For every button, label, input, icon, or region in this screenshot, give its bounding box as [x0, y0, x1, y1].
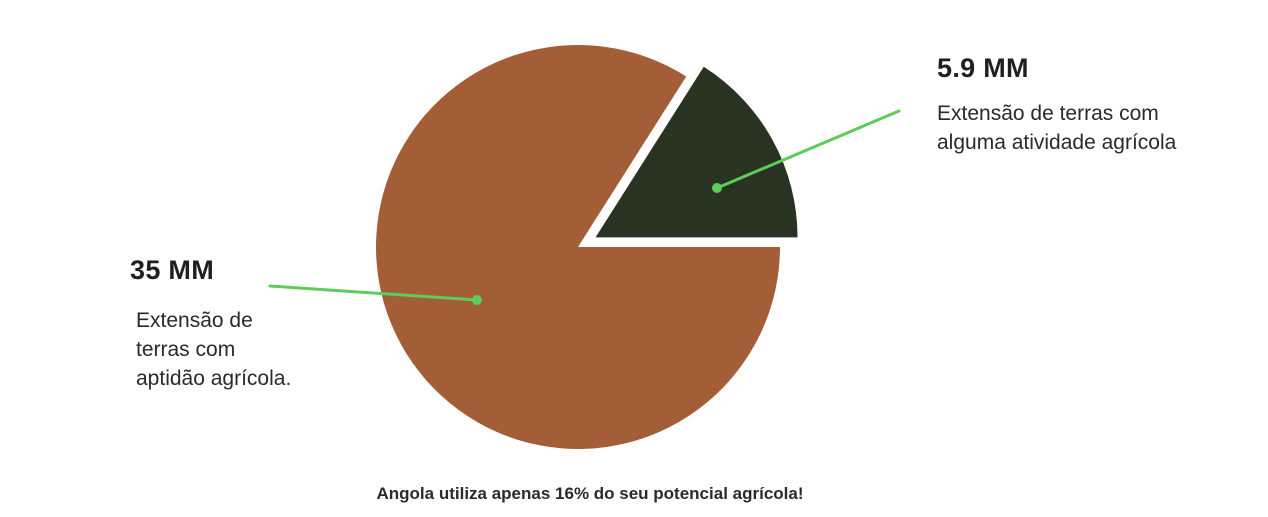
leader-line-atividade: [715, 109, 901, 190]
leader-line-aptidao: [268, 284, 479, 302]
value-label-aptidao: 35 MM: [130, 255, 215, 285]
description-atividade: Extensão de terras com alguma atividade …: [937, 102, 1177, 154]
description-aptidao: Extensão de terras com aptidão agrícola.: [136, 309, 292, 390]
value-label-atividade: 5.9 MM: [937, 53, 1029, 83]
chart-footer-caption: Angola utiliza apenas 16% do seu potenci…: [376, 484, 804, 503]
pie-slice-atividade: [595, 66, 798, 238]
leader-dot-aptidao: [472, 295, 482, 305]
leader-dot-atividade: [712, 183, 722, 193]
pie-slice-aptidao: [376, 45, 780, 450]
